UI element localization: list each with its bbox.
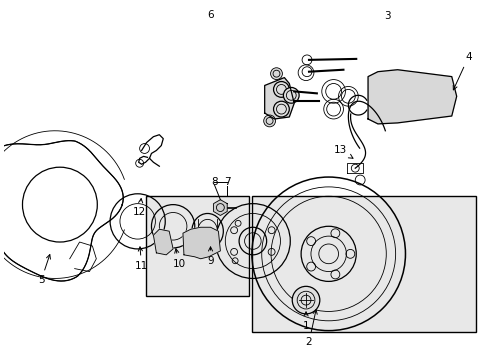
Circle shape	[292, 286, 319, 314]
Polygon shape	[183, 227, 220, 259]
Polygon shape	[213, 200, 227, 215]
Text: 13: 13	[333, 145, 352, 158]
Circle shape	[273, 101, 289, 117]
Text: 9: 9	[207, 247, 213, 266]
Circle shape	[270, 68, 282, 80]
Text: 7: 7	[224, 177, 230, 187]
Text: 5: 5	[38, 255, 50, 285]
Circle shape	[273, 82, 289, 97]
Text: 6: 6	[207, 10, 213, 19]
Text: 1: 1	[302, 312, 309, 331]
Bar	[251, 196, 475, 332]
Text: 4: 4	[452, 52, 471, 90]
Circle shape	[283, 87, 299, 103]
Polygon shape	[153, 229, 173, 255]
Text: 12: 12	[133, 199, 146, 216]
Circle shape	[263, 115, 275, 127]
Polygon shape	[367, 70, 456, 124]
Text: 3: 3	[384, 10, 390, 21]
Text: 2: 2	[305, 310, 317, 347]
Text: 10: 10	[172, 249, 185, 269]
Polygon shape	[264, 78, 294, 119]
Bar	[145, 196, 248, 296]
Text: 8: 8	[211, 177, 217, 187]
Text: 11: 11	[135, 247, 148, 271]
